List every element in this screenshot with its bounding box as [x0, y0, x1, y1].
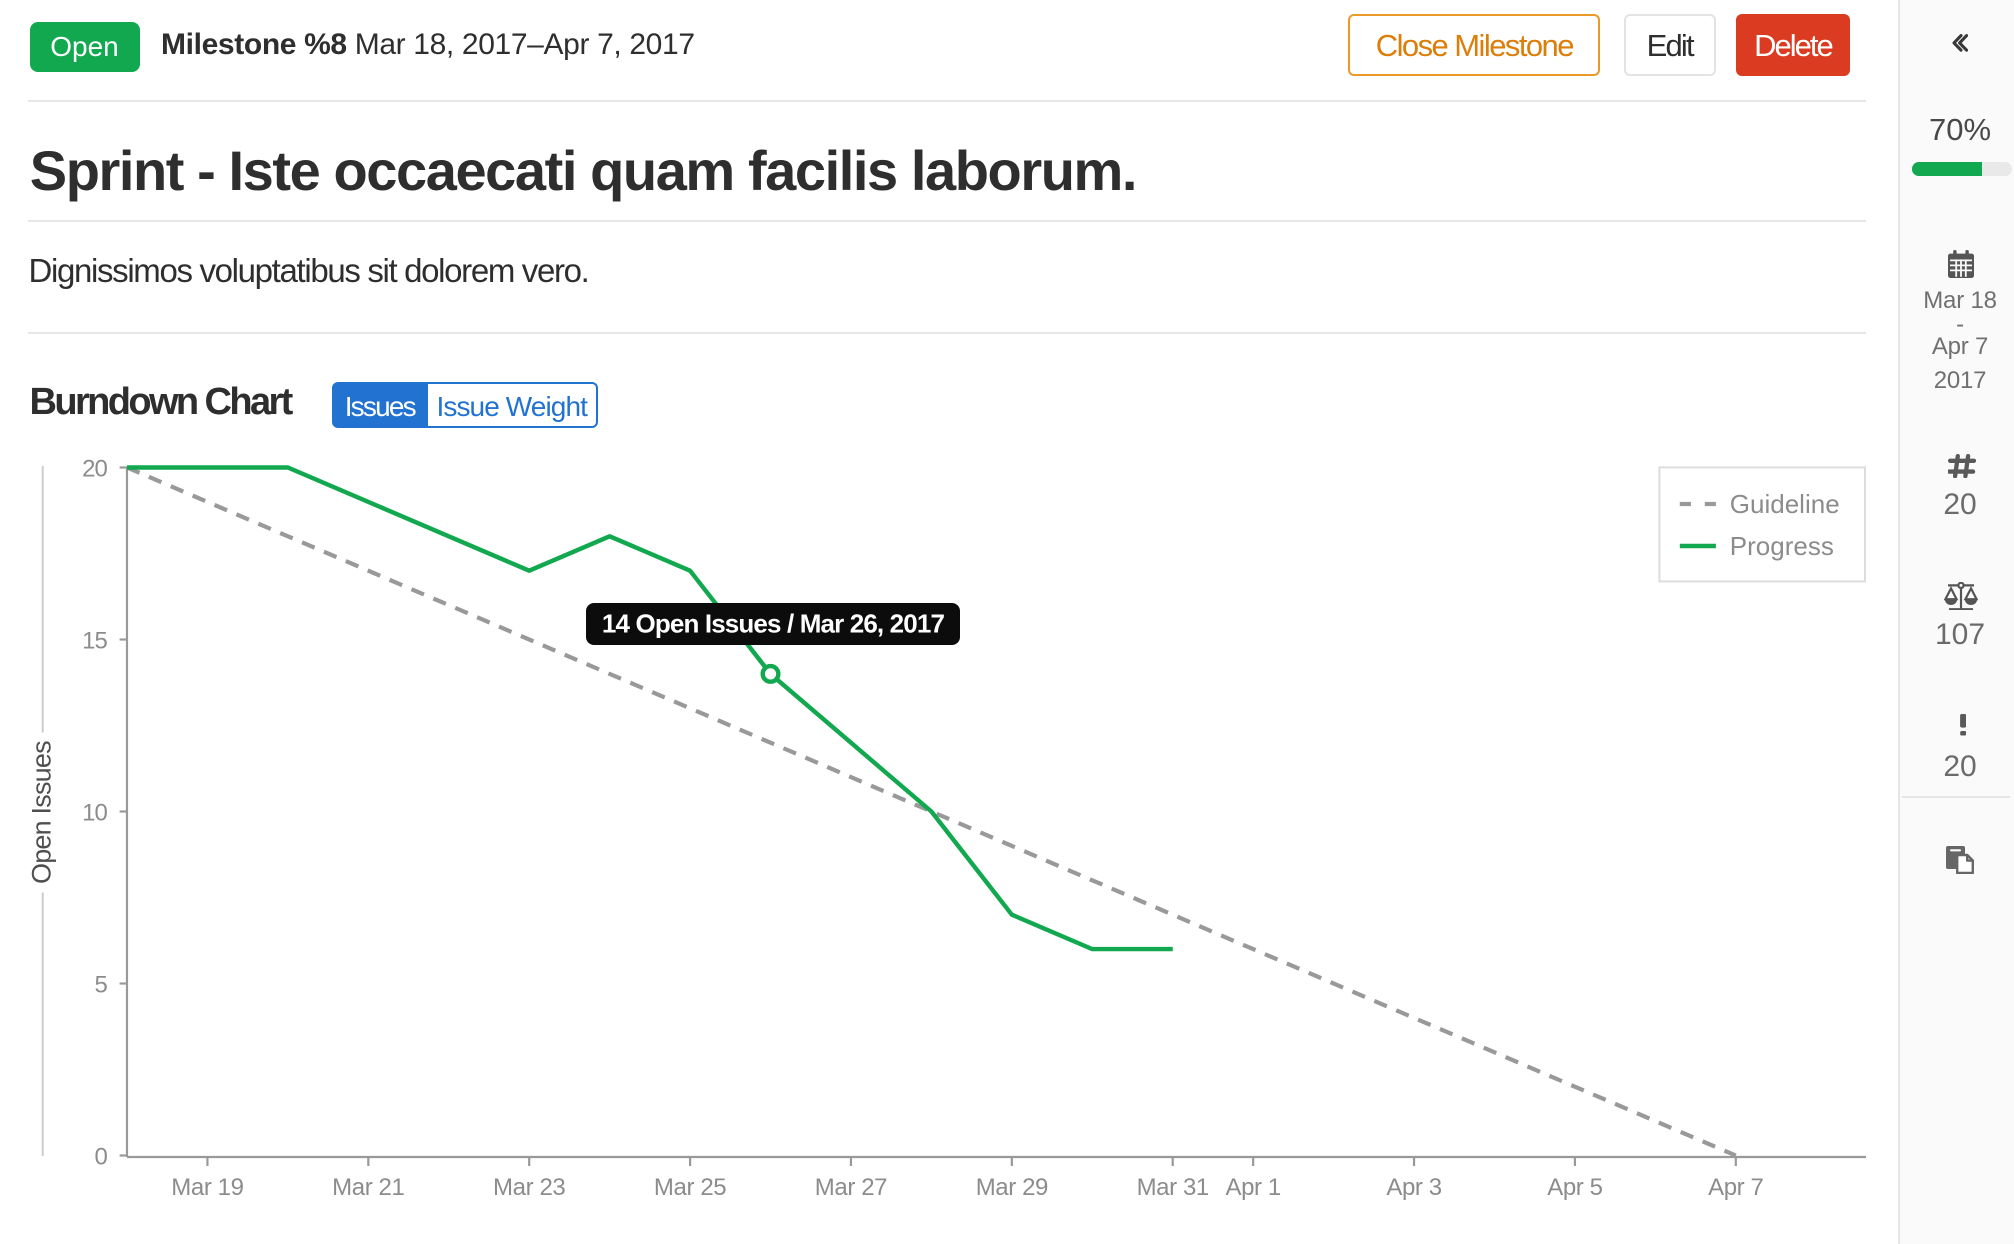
svg-text:Mar 31: Mar 31: [1137, 1174, 1209, 1201]
svg-text:0: 0: [95, 1144, 108, 1171]
svg-text:Mar 19: Mar 19: [171, 1174, 243, 1201]
svg-text:Apr 1: Apr 1: [1225, 1174, 1280, 1201]
svg-text:Mar 23: Mar 23: [493, 1174, 565, 1201]
svg-text:Progress: Progress: [1730, 531, 1834, 561]
svg-text:10: 10: [82, 800, 107, 827]
svg-text:Mar 27: Mar 27: [815, 1174, 887, 1201]
svg-text:15: 15: [82, 628, 107, 655]
svg-text:Mar 21: Mar 21: [332, 1174, 404, 1201]
svg-text:Apr 7: Apr 7: [1708, 1174, 1763, 1201]
svg-text:Mar 25: Mar 25: [654, 1174, 726, 1201]
svg-text:Apr 3: Apr 3: [1386, 1174, 1441, 1201]
svg-text:14 Open Issues / Mar 26, 2017: 14 Open Issues / Mar 26, 2017: [602, 608, 945, 638]
svg-text:Guideline: Guideline: [1730, 489, 1840, 519]
svg-text:Open Issues: Open Issues: [26, 741, 56, 884]
svg-text:5: 5: [95, 972, 108, 999]
svg-text:20: 20: [82, 456, 107, 483]
svg-text:Mar 29: Mar 29: [976, 1174, 1048, 1201]
svg-text:Apr 5: Apr 5: [1547, 1174, 1602, 1201]
